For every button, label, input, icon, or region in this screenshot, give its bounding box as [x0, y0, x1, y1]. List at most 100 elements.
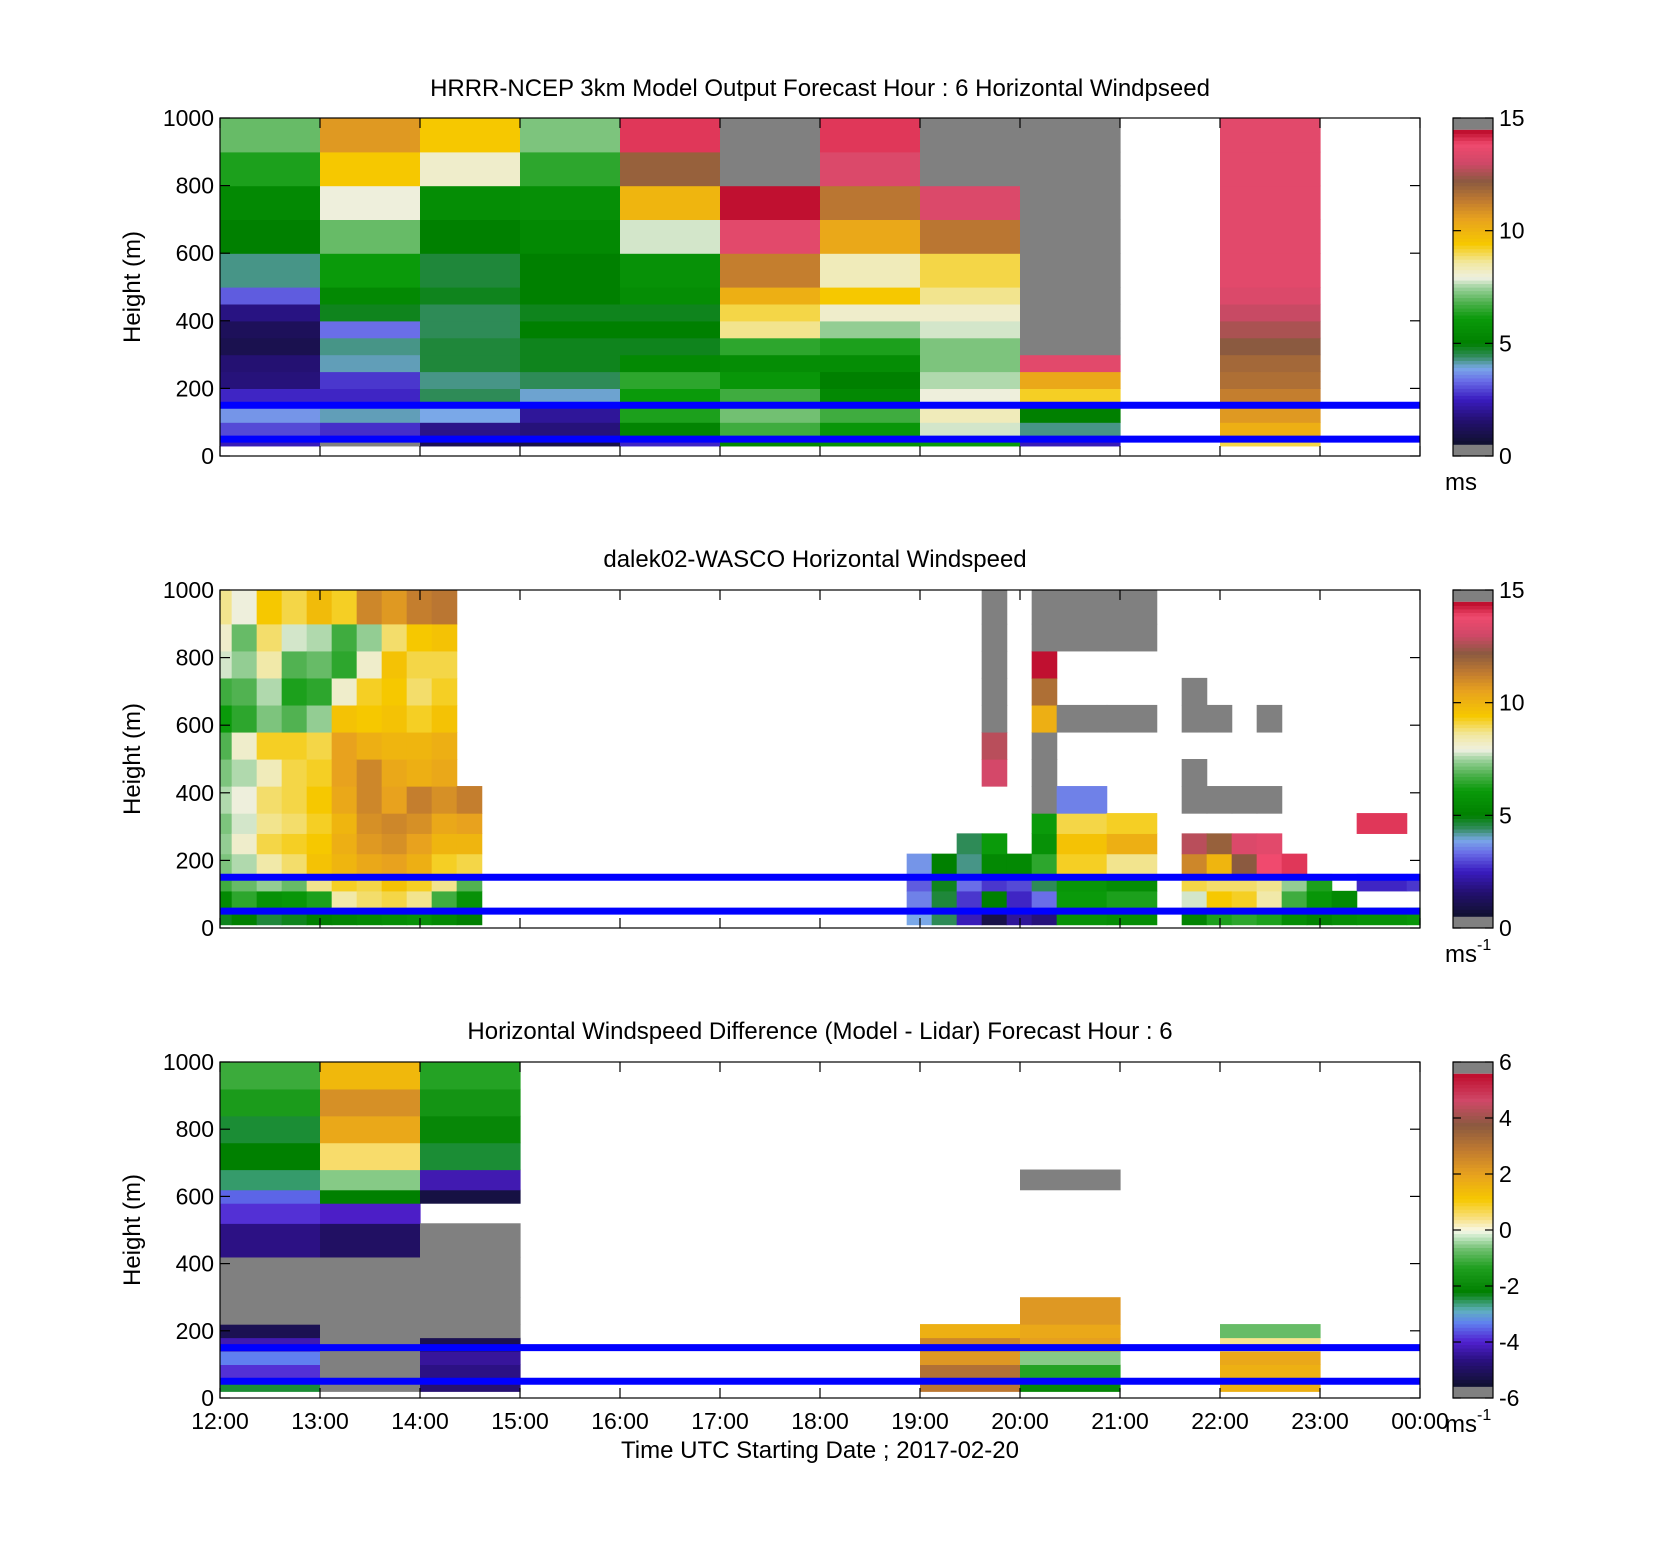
colorbar-swatch — [1453, 314, 1493, 320]
heatmap-cell — [820, 287, 921, 305]
colorbar-swatch — [1453, 1289, 1493, 1294]
y-tick-label: 200 — [176, 847, 214, 873]
y-tick-label: 800 — [176, 173, 214, 199]
colorbar-swatch — [1453, 1382, 1493, 1387]
heatmap-cell — [1306, 890, 1333, 909]
heatmap-cell — [431, 677, 458, 706]
colorbar-swatch — [1453, 832, 1493, 837]
heatmap-cell — [520, 337, 621, 356]
heatmap-cell — [956, 833, 983, 855]
heatmap-cell — [1031, 833, 1058, 855]
heatmap-cell — [220, 287, 321, 305]
heatmap-cell — [320, 1088, 421, 1117]
heatmap-cell — [420, 422, 521, 440]
heatmap-cell — [406, 813, 433, 834]
heatmap-cell — [320, 439, 421, 447]
colorbar-cap-bottom — [1453, 1386, 1493, 1398]
colorbar-swatch — [1453, 252, 1493, 257]
heatmap-cell — [920, 388, 1021, 406]
colorbar-swatch — [1453, 825, 1493, 830]
heatmap-cell — [620, 185, 721, 220]
colorbar-swatch — [1453, 259, 1493, 264]
colorbar-swatch — [1453, 419, 1493, 424]
heatmap-cell — [306, 650, 333, 679]
heatmap-cell — [406, 677, 433, 706]
heatmap-cell — [281, 704, 308, 733]
heatmap-cell — [520, 185, 621, 220]
colorbar-swatch — [1453, 867, 1493, 872]
colorbar-swatch — [1453, 633, 1493, 638]
x-tick-label: 00:00 — [1391, 1408, 1449, 1434]
colorbar-swatch — [1453, 1195, 1493, 1200]
heatmap-cell — [220, 1115, 321, 1144]
colorbar-cap-top — [1453, 118, 1493, 130]
heatmap-cell — [220, 151, 321, 187]
heatmap-cell — [220, 759, 233, 787]
heatmap-cell — [1220, 1350, 1321, 1365]
heatmap-cell — [256, 786, 283, 814]
heatmap-cell — [720, 371, 821, 389]
colorbar-swatch — [1453, 689, 1493, 694]
colorbar-swatch — [1453, 1091, 1493, 1096]
colorbar-swatch — [1453, 409, 1493, 414]
heatmap-cell — [220, 786, 233, 814]
heatmap-cell — [1020, 151, 1121, 187]
heatmap-cell — [720, 422, 821, 440]
heatmap-cell — [281, 731, 308, 760]
heatmap-cell — [1231, 853, 1258, 875]
heatmap-cell — [1031, 786, 1058, 814]
heatmap-cell — [220, 1203, 321, 1224]
heatmap-cell — [1256, 853, 1283, 875]
heatmap-cell — [906, 890, 933, 909]
colorbar-unit-exponent: -1 — [1477, 937, 1491, 954]
colorbar-swatch — [1453, 1240, 1493, 1245]
y-tick-label: 200 — [176, 375, 214, 401]
colorbar-swatch — [1453, 1282, 1493, 1287]
y-tick-label: 600 — [176, 240, 214, 266]
colorbar-swatch — [1453, 828, 1493, 833]
heatmap-cell — [1181, 890, 1208, 909]
heatmap-cell — [231, 853, 258, 875]
colorbar-swatch — [1453, 629, 1493, 634]
heatmap-cell — [1231, 890, 1258, 909]
x-tick-label: 18:00 — [791, 1408, 849, 1434]
colorbar-swatch — [1453, 898, 1493, 903]
heatmap-cell — [431, 890, 458, 909]
heatmap-cell — [356, 833, 383, 855]
heatmap-cell — [420, 1062, 521, 1090]
heatmap-cell — [1220, 185, 1321, 220]
heatmap-cell — [1220, 151, 1321, 187]
colorbar-swatch — [1453, 888, 1493, 893]
heatmap-cell — [256, 853, 283, 875]
colorbar-swatch — [1453, 608, 1493, 613]
heatmap-cell — [820, 337, 921, 356]
colorbar-swatch — [1453, 374, 1493, 379]
colorbar-swatch — [1453, 818, 1493, 823]
heatmap-cell — [220, 1223, 321, 1258]
colorbar-swatch — [1453, 678, 1493, 683]
colorbar-swatch — [1453, 1191, 1493, 1196]
colorbar-swatch — [1453, 133, 1493, 138]
colorbar-swatch — [1453, 1257, 1493, 1262]
heatmap-cell — [1031, 704, 1058, 733]
heatmap-cell — [720, 151, 821, 187]
heatmap-cell — [220, 439, 321, 447]
heatmap-cell — [356, 704, 383, 733]
heatmap-cell — [620, 320, 721, 339]
colorbar-swatch — [1453, 1261, 1493, 1266]
heatmap-cell — [1181, 853, 1208, 875]
colorbar-swatch — [1453, 772, 1493, 778]
colorbar-swatch — [1453, 1209, 1493, 1214]
colorbar-swatch — [1453, 1348, 1493, 1353]
colorbar-swatch — [1453, 356, 1493, 361]
y-tick-label: 800 — [176, 645, 214, 671]
colorbar-swatch — [1453, 1365, 1493, 1370]
heatmap-cell — [306, 759, 333, 787]
colorbar-swatch — [1453, 1150, 1493, 1155]
colorbar-swatch — [1453, 199, 1493, 204]
colorbar-swatch — [1453, 793, 1493, 799]
heatmap-cell — [920, 422, 1021, 440]
colorbar-unit-base: ms — [1445, 1411, 1477, 1438]
colorbar-swatch — [1453, 797, 1493, 802]
heatmap-cell — [820, 118, 921, 153]
